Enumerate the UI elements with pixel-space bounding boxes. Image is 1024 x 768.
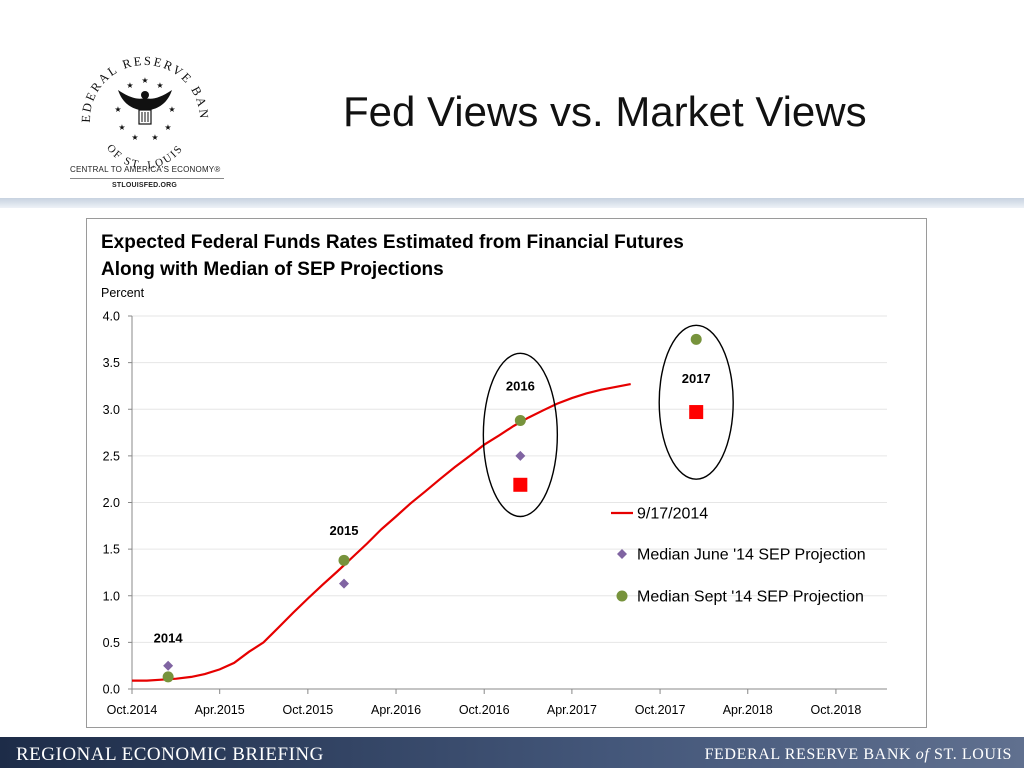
svg-text:★: ★ [151, 133, 158, 142]
year-annotation-2017: 2017 [682, 371, 711, 386]
eagle-icon [118, 90, 172, 125]
svg-text:★: ★ [168, 105, 175, 114]
svg-text:★: ★ [118, 123, 125, 132]
footer-right-label: FEDERAL RESERVE BANK of ST. LOUIS [705, 746, 1012, 764]
federal-reserve-seal-logo: FEDERAL RESERVE BANK OF ST. LOUIS ★★★ ★★… [60, 39, 211, 172]
legend-circle-swatch [616, 590, 628, 602]
y-tick-label: 1.0 [103, 589, 120, 603]
page-title: Fed Views vs. Market Views [343, 88, 867, 135]
year-annotation-2015: 2015 [330, 523, 359, 538]
footer-right-suffix: ST. LOUIS [929, 746, 1012, 763]
svg-text:★: ★ [164, 123, 171, 132]
x-tick-label: Apr.2017 [547, 703, 597, 717]
tagline-divider [70, 178, 224, 179]
svg-text:★: ★ [126, 81, 133, 90]
svg-text:★: ★ [131, 133, 138, 142]
year-annotation-2014: 2014 [154, 630, 184, 645]
y-tick-label: 1.5 [103, 543, 120, 557]
y-tick-label: 3.5 [103, 356, 120, 370]
series-line-9-17-2014 [132, 383, 631, 682]
y-tick-label: 2.5 [103, 449, 120, 463]
footer-right-of: of [915, 746, 930, 763]
x-tick-label: Apr.2018 [723, 703, 773, 717]
y-tick-label: 4.0 [103, 310, 120, 324]
highlight-ellipse-2016 [482, 352, 559, 518]
y-axis-label: Percent [101, 286, 145, 300]
legend-label: Median June '14 SEP Projection [637, 547, 866, 564]
header-divider-band [0, 198, 1024, 208]
x-tick-label: Apr.2015 [195, 703, 245, 717]
sept-sep-circle-point [690, 333, 702, 345]
chart: Expected Federal Funds Rates Estimated f… [101, 232, 887, 717]
footer-left-label: REGIONAL ECONOMIC BRIEFING [16, 744, 324, 765]
logo-url: STLOUISFED.ORG [112, 182, 178, 189]
sept-sep-circle-point [338, 554, 350, 566]
sept-sep-circle-point [162, 671, 174, 683]
chart-frame: Expected Federal Funds Rates Estimated f… [86, 218, 927, 728]
chart-title-line: Expected Federal Funds Rates Estimated f… [101, 232, 684, 253]
x-tick-label: Oct.2018 [811, 703, 862, 717]
june-sep-diamond-point [338, 578, 349, 589]
x-tick-label: Oct.2014 [107, 703, 158, 717]
stars-icon: ★ ★ ★ ★ ★ ★ ★ ★ ★ [114, 76, 175, 142]
highlight-ellipse-2017 [658, 324, 734, 480]
june-sep-diamond-point [163, 660, 174, 671]
svg-text:★: ★ [156, 81, 163, 90]
legend-diamond-swatch [617, 549, 627, 559]
market-square-point [689, 405, 704, 420]
x-tick-label: Oct.2015 [282, 703, 333, 717]
sept-sep-circle-point [514, 414, 526, 426]
y-tick-label: 0.5 [103, 636, 120, 650]
logo-tagline: CENTRAL TO AMERICA'S ECONOMY® [70, 165, 221, 174]
x-tick-label: Oct.2017 [635, 703, 686, 717]
june-sep-diamond-point [515, 450, 526, 461]
footer-right-prefix: FEDERAL RESERVE BANK [704, 746, 916, 763]
x-tick-label: Oct.2016 [459, 703, 510, 717]
legend-label: Median Sept '14 SEP Projection [637, 589, 864, 606]
y-tick-label: 2.0 [103, 496, 120, 510]
y-tick-label: 0.0 [103, 683, 120, 697]
footer-band: REGIONAL ECONOMIC BRIEFING FEDERAL RESER… [0, 737, 1024, 768]
svg-text:★: ★ [114, 105, 121, 114]
chart-title-line: Along with Median of SEP Projections [101, 259, 444, 280]
seal-top-text: FEDERAL RESERVE BANK [60, 39, 211, 123]
market-square-point [513, 477, 528, 492]
x-tick-label: Apr.2016 [371, 703, 421, 717]
legend-label: 9/17/2014 [637, 506, 708, 523]
svg-text:★: ★ [141, 76, 148, 85]
year-annotation-2016: 2016 [506, 379, 535, 394]
y-tick-label: 3.0 [103, 403, 120, 417]
